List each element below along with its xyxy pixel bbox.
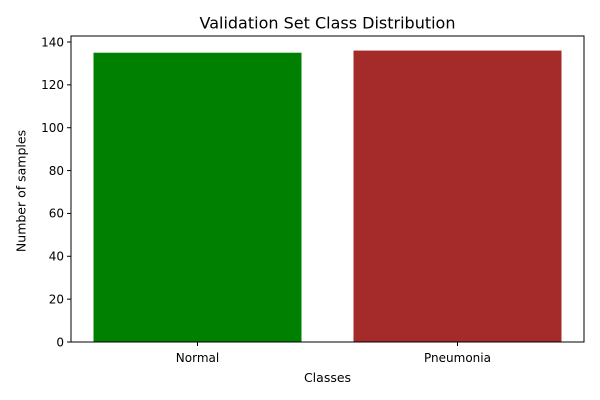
y-tick-label: 120: [41, 78, 64, 92]
bar-normal: [93, 52, 302, 342]
y-axis-label: Number of samples: [14, 130, 29, 252]
plot-frame: [70, 35, 585, 343]
y-tick-label: 40: [49, 250, 64, 264]
bars-group: [93, 50, 562, 342]
y-axis-ticks: 0 20 40 60 80 100 120 140: [41, 35, 71, 349]
axes-frame: [70, 35, 585, 343]
chart-title: Validation Set Class Distribution: [200, 14, 456, 33]
x-tick-label: Normal: [176, 351, 219, 365]
y-tick-label: 0: [56, 335, 64, 349]
x-axis-ticks: Normal Pneumonia: [176, 342, 491, 365]
bar-pneumonia: [353, 50, 562, 342]
y-tick-label: 20: [49, 292, 64, 306]
x-axis-label: Classes: [304, 370, 351, 385]
x-tick-label: Pneumonia: [424, 351, 491, 365]
y-tick-label: 140: [41, 35, 64, 49]
y-tick-label: 100: [41, 121, 64, 135]
y-tick-label: 60: [49, 207, 64, 221]
y-tick-label: 80: [49, 164, 64, 178]
